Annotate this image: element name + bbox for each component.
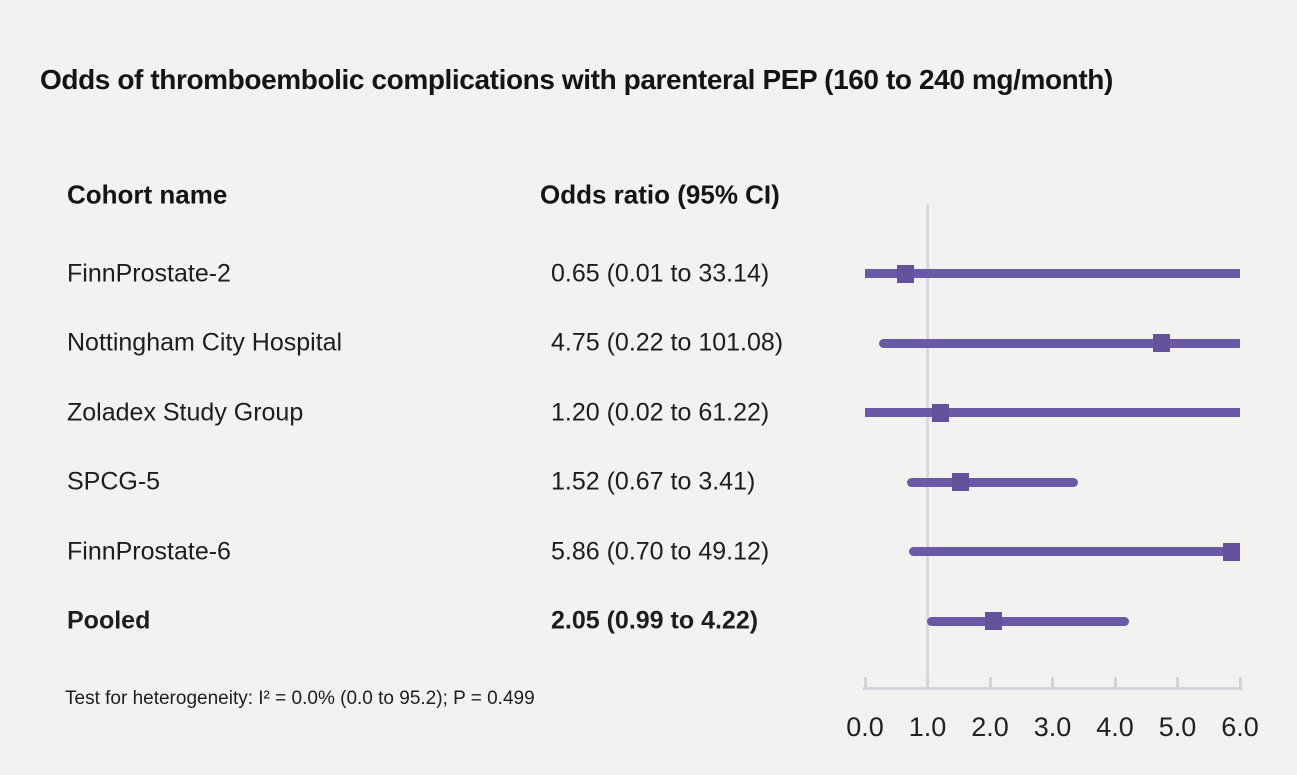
x-axis-tick	[1051, 677, 1054, 687]
x-axis-tick	[988, 677, 992, 687]
x-tick-label: 3.0	[1033, 712, 1072, 742]
x-axis-tick	[1113, 677, 1117, 687]
x-tick-label: 2.0	[971, 712, 1009, 742]
x-tick-label: 5.0	[1158, 712, 1197, 742]
x-axis-tick	[1176, 677, 1179, 687]
cohort-name-label: Zoladex Study Group	[67, 398, 304, 426]
x-axis-tick	[1238, 677, 1242, 687]
x-tick-label: 6.0	[1221, 712, 1259, 742]
x-axis-tick	[863, 677, 867, 687]
x-axis-tick	[926, 677, 929, 687]
x-tick-label: 1.0	[908, 712, 947, 742]
x-axis-line	[863, 687, 1243, 690]
ci-line	[906, 477, 1079, 487]
reference-line	[926, 204, 929, 690]
figure-title: Odds of thromboembolic complications wit…	[40, 64, 1113, 95]
estimate-marker	[1222, 542, 1240, 561]
odds-ratio-value: 0.65 (0.01 to 33.14)	[551, 259, 770, 287]
cohort-name-label: Nottingham City Hospital	[67, 328, 343, 357]
estimate-marker	[984, 612, 1002, 630]
x-tick-label: 0.0	[846, 712, 884, 742]
estimate-marker	[931, 403, 949, 422]
cohort-name-label: Pooled	[67, 606, 151, 635]
heterogeneity-note: Test for heterogeneity: I² = 0.0% (0.0 t…	[65, 688, 535, 709]
column-header-cohort: Cohort name	[67, 179, 228, 210]
ci-line	[926, 616, 1129, 626]
odds-ratio-value: 2.05 (0.99 to 4.22)	[551, 606, 759, 635]
ci-line	[865, 408, 1240, 417]
cohort-name-label: FinnProstate-6	[67, 537, 231, 565]
odds-ratio-value: 1.20 (0.02 to 61.22)	[551, 398, 770, 426]
cohort-name-label: SPCG-5	[67, 467, 161, 496]
odds-ratio-value: 4.75 (0.22 to 101.08)	[551, 328, 784, 357]
cohort-name-label: FinnProstate-2	[67, 259, 231, 287]
ci-line	[865, 269, 1240, 278]
estimate-marker	[897, 264, 915, 283]
estimate-marker	[1153, 334, 1171, 352]
odds-ratio-value: 5.86 (0.70 to 49.12)	[551, 537, 770, 565]
column-header-odds-ratio: Odds ratio (95% CI)	[540, 179, 780, 210]
odds-ratio-value: 1.52 (0.67 to 3.41)	[551, 467, 756, 496]
ci-line	[908, 547, 1240, 556]
x-tick-label: 4.0	[1096, 712, 1134, 742]
ci-line	[878, 338, 1240, 348]
estimate-marker	[951, 473, 969, 491]
